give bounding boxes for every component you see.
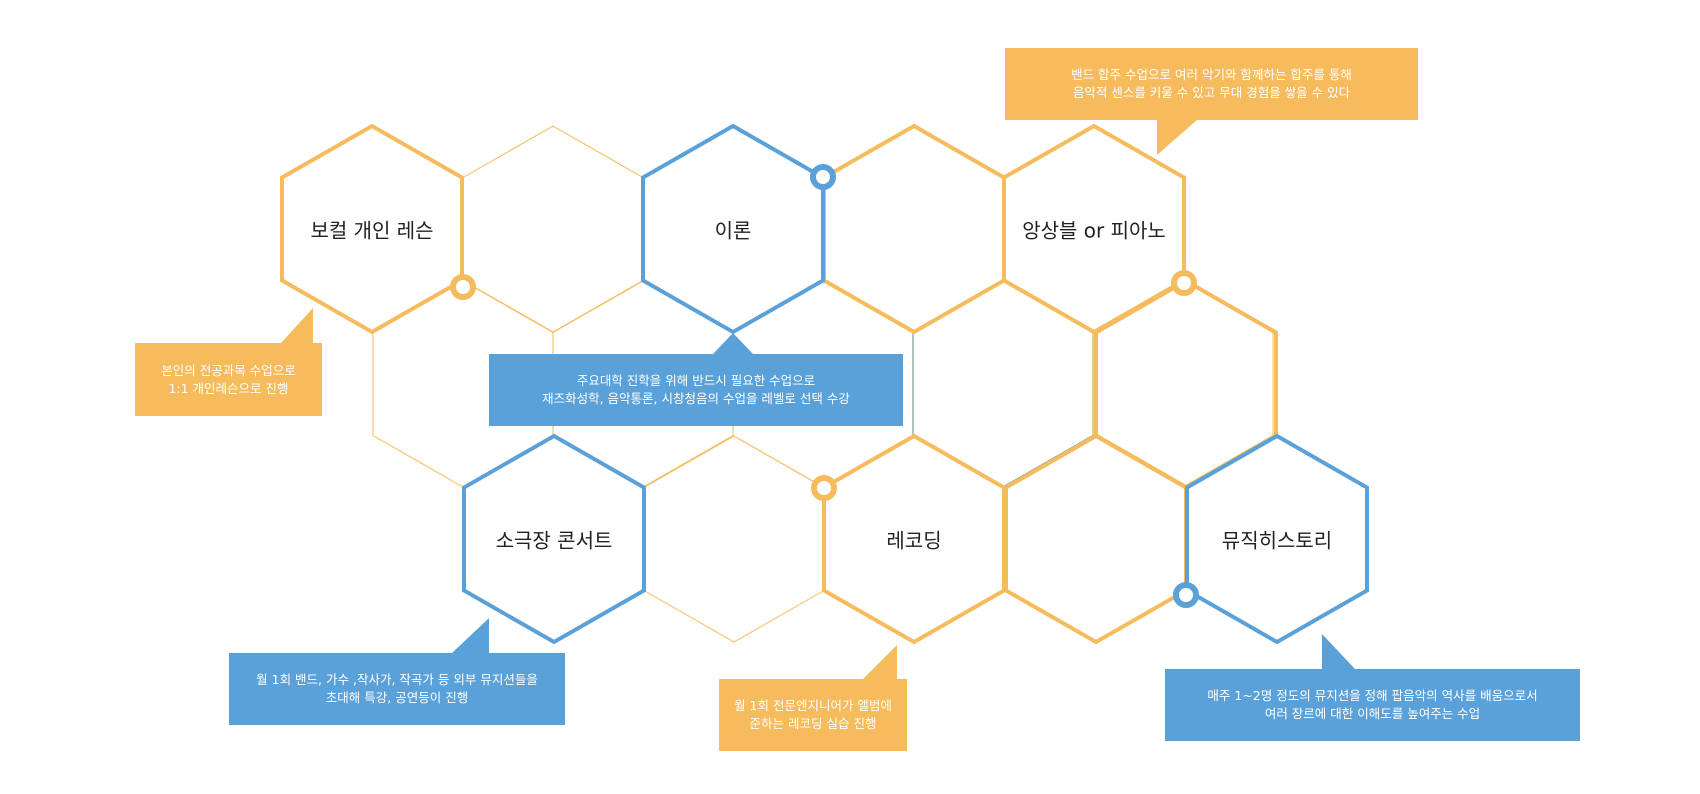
callout-tail-history bbox=[1322, 634, 1355, 669]
hex-label-concert: 소극장 콘서트 bbox=[495, 528, 613, 553]
hex-label-theory: 이론 bbox=[714, 218, 752, 243]
callout-tail-recording bbox=[863, 645, 897, 679]
callout-history-line1: 매주 1~2명 정도의 뮤지션을 정해 팝음악의 역사를 배움으로서 bbox=[1207, 688, 1538, 703]
hex-filler-6 bbox=[643, 435, 825, 643]
callout-recording: 월 1회 전문엔지니어가 앨범에 준하는 레코딩 실습 진행 bbox=[719, 679, 907, 751]
callout-recording-line1: 월 1회 전문엔지니어가 앨범에 bbox=[734, 698, 892, 713]
callout-recording-line2: 준하는 레코딩 실습 진행 bbox=[749, 716, 877, 731]
callout-ensemble-line2: 음악적 센스를 키울 수 있고 무대 경험을 쌓을 수 있다 bbox=[1072, 85, 1351, 100]
connector-dot-recording bbox=[811, 475, 837, 501]
hex-concert bbox=[462, 433, 646, 645]
hex-filler-1 bbox=[462, 125, 644, 333]
connector-dot-ensemble bbox=[1171, 270, 1197, 296]
callout-history: 매주 1~2명 정도의 뮤지션을 정해 팝음악의 역사를 배움으로서 여러 장르… bbox=[1165, 669, 1580, 741]
callout-tail-vocal bbox=[281, 308, 313, 343]
callout-concert-line2: 초대해 특강, 공연등이 진행 bbox=[325, 690, 469, 705]
callout-concert-line1: 월 1회 밴드, 가수 ,작사가, 작곡가 등 외부 뮤지션들을 bbox=[256, 672, 538, 687]
callout-vocal-line1: 본인의 전공과목 수업으로 bbox=[161, 362, 296, 378]
hex-history bbox=[1185, 433, 1369, 645]
hex-label-recording: 레코딩 bbox=[886, 528, 942, 553]
callout-concert: 월 1회 밴드, 가수 ,작사가, 작곡가 등 외부 뮤지션들을 초대해 특강,… bbox=[229, 653, 565, 725]
callout-tail-ensemble bbox=[1157, 120, 1197, 155]
callout-tail-concert bbox=[452, 618, 489, 653]
callout-vocal: 본인의 전공과목 수업으로 1:1 개인레슨으로 진행 bbox=[135, 343, 322, 416]
callout-theory-line1: 주요대학 진학을 위해 반드시 필요한 수업으로 bbox=[576, 373, 816, 388]
hex-label-vocal: 보컬 개인 레슨 bbox=[310, 218, 434, 243]
callout-theory: 주요대학 진학을 위해 반드시 필요한 수업으로 재즈화성학, 음악통론, 시창… bbox=[489, 354, 903, 426]
callout-theory-line2: 재즈화성학, 음악통론, 시창청음의 수업을 레벨로 선택 수강 bbox=[542, 391, 850, 406]
callout-ensemble-line1: 밴드 합주 수업으로 여러 악기와 함께하는 합주를 통해 bbox=[1071, 67, 1352, 82]
callout-history-line2: 여러 장르에 대한 이해도를 높여주는 수업 bbox=[1264, 706, 1481, 721]
hex-empty-bottom-right bbox=[1004, 433, 1188, 645]
callout-ensemble: 밴드 합주 수업으로 여러 악기와 함께하는 합주를 통해 음악적 센스를 키울… bbox=[1005, 48, 1418, 120]
hex-label-history: 뮤직히스토리 bbox=[1221, 528, 1333, 553]
connector-dot-theory bbox=[810, 164, 836, 190]
callout-vocal-line2: 1:1 개인레슨으로 진행 bbox=[168, 380, 289, 396]
hex-label-ensemble: 앙상블 or 피아노 bbox=[1022, 218, 1166, 243]
callout-tail-theory bbox=[713, 333, 753, 354]
hex-vocal bbox=[280, 123, 464, 335]
connector-dot-history bbox=[1173, 582, 1199, 608]
hex-ensemble bbox=[1002, 123, 1186, 335]
connector-dot-vocal bbox=[450, 274, 476, 300]
hex-empty-top-right bbox=[822, 123, 1006, 335]
